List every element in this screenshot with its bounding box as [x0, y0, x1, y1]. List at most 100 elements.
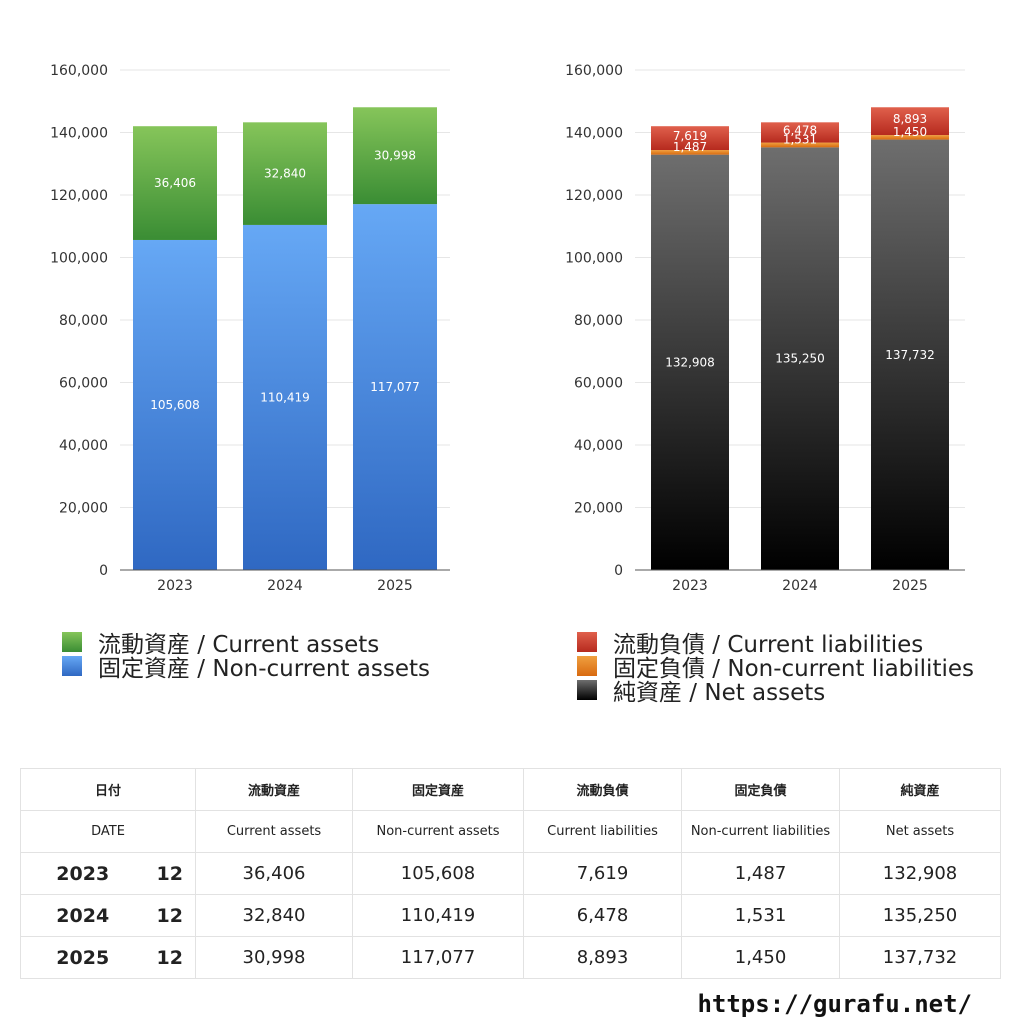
data-label: 135,250: [775, 352, 825, 366]
bar-segment: [761, 122, 839, 143]
y-tick-label: 20,000: [59, 501, 108, 517]
table-header-jp: 日付 流動資産 固定資産 流動負債 固定負債 純資産: [19, 768, 1002, 811]
header-date-jp: 日付: [19, 768, 197, 811]
row-year: 2024: [20, 894, 145, 937]
bar-segment: [651, 154, 729, 570]
data-label: 105,608: [150, 398, 200, 412]
x-tick-label: 2024: [782, 578, 818, 594]
legend-item: 流動負債 / Current liabilities: [577, 630, 974, 658]
data-label: 110,419: [260, 390, 310, 404]
legend-liabilities: 流動負債 / Current liabilities 固定負債 / Non-cur…: [577, 630, 974, 706]
row-month: 12: [144, 894, 197, 937]
legend-item: 固定資産 / Non-current assets: [62, 654, 430, 682]
bar-segment: [243, 122, 327, 225]
x-tick-label: 2023: [157, 578, 193, 594]
legend-swatch: [577, 656, 597, 676]
y-tick-label: 80,000: [574, 313, 623, 329]
bar-segment: [353, 204, 437, 570]
x-tick-label: 2024: [267, 578, 303, 594]
y-tick-label: 0: [99, 563, 108, 579]
x-tick-label: 2025: [377, 578, 413, 594]
cell-noncurrent-assets: 110,419: [352, 894, 525, 937]
y-tick-label: 100,000: [565, 251, 623, 267]
cell-noncurrent-liabilities: 1,531: [681, 894, 841, 937]
bar-segment: [243, 224, 327, 571]
legend-label: 固定資産 / Non-current assets: [98, 656, 431, 682]
data-label: 1,450: [893, 125, 927, 139]
header-current-liabilities-en: Current liabilities: [523, 810, 683, 853]
bar-segment: [871, 139, 949, 570]
y-tick-label: 160,000: [565, 63, 623, 79]
data-label: 7,619: [673, 129, 707, 143]
data-label: 36,406: [154, 176, 196, 190]
header-noncurrent-assets-en: Non-current assets: [352, 810, 525, 853]
cell-noncurrent-liabilities: 1,487: [681, 852, 841, 895]
bar-segment: [353, 107, 437, 205]
cell-current-liabilities: 7,619: [523, 852, 683, 895]
legend-label: 流動負債 / Current liabilities: [613, 632, 924, 658]
row-year: 2023: [20, 852, 145, 895]
bar-segment: [761, 147, 839, 570]
legend-item: 固定負債 / Non-current liabilities: [577, 654, 974, 682]
cell-net-assets: 137,732: [839, 936, 1002, 979]
cell-current-assets: 32,840: [195, 894, 354, 937]
bar-segment: [651, 126, 729, 151]
row-month: 12: [144, 936, 197, 979]
cell-current-assets: 30,998: [195, 936, 354, 979]
y-tick-label: 40,000: [59, 438, 108, 454]
cell-noncurrent-assets: 105,608: [352, 852, 525, 895]
y-tick-label: 160,000: [50, 63, 108, 79]
x-tick-label: 2025: [892, 578, 928, 594]
data-label: 117,077: [370, 380, 420, 394]
y-tick-label: 80,000: [59, 313, 108, 329]
data-label: 6,478: [783, 123, 817, 137]
data-label: 132,908: [665, 355, 715, 369]
bar-segment: [651, 150, 729, 155]
table-row: 2023 12 36,406 105,608 7,619 1,487 132,9…: [20, 852, 1002, 895]
legend-swatch: [62, 656, 82, 676]
cell-net-assets: 135,250: [839, 894, 1002, 937]
header-current-liabilities-jp: 流動負債: [523, 768, 683, 811]
header-noncurrent-assets-jp: 固定資産: [352, 768, 525, 811]
legend-swatch: [577, 632, 597, 652]
header-date-en: DATE: [19, 810, 197, 853]
data-table: 日付 流動資産 固定資産 流動負債 固定負債 純資産 DATE Current …: [19, 768, 1002, 979]
y-tick-label: 60,000: [574, 376, 623, 392]
y-tick-label: 100,000: [50, 251, 108, 267]
data-label: 1,531: [783, 133, 817, 147]
legend-item: 流動資産 / Current assets: [62, 630, 430, 658]
header-noncurrent-liabilities-jp: 固定負債: [681, 768, 841, 811]
legend-label: 固定負債 / Non-current liabilities: [613, 656, 974, 682]
data-label: 1,487: [673, 140, 707, 154]
header-net-assets-en: Net assets: [839, 810, 1002, 853]
y-tick-label: 140,000: [50, 126, 108, 142]
site-url[interactable]: https://gurafu.net/: [697, 990, 972, 1018]
legend-swatch: [62, 632, 82, 652]
bar-segment: [133, 239, 217, 570]
row-year: 2025: [20, 936, 145, 979]
cell-current-assets: 36,406: [195, 852, 354, 895]
cell-current-liabilities: 8,893: [523, 936, 683, 979]
y-tick-label: 140,000: [565, 126, 623, 142]
bar-segment: [871, 107, 949, 136]
data-label: 30,998: [374, 149, 416, 163]
bar-segment: [871, 135, 949, 140]
table-header-en: DATE Current assets Non-current assets C…: [19, 810, 1002, 853]
header-current-assets-en: Current assets: [195, 810, 354, 853]
bar-segment: [761, 142, 839, 148]
legend-item: 純資産 / Net assets: [577, 678, 974, 706]
y-tick-label: 60,000: [59, 376, 108, 392]
legend-assets: 流動資産 / Current assets 固定資産 / Non-current …: [62, 630, 430, 682]
header-current-assets-jp: 流動資産: [195, 768, 354, 811]
row-month: 12: [144, 852, 197, 895]
legend-swatch: [577, 680, 597, 700]
y-tick-label: 120,000: [50, 188, 108, 204]
data-label: 32,840: [264, 167, 306, 181]
table-row: 2024 12 32,840 110,419 6,478 1,531 135,2…: [20, 894, 1002, 937]
charts-canvas: 0 20,000 40,000 60,000 80,000 100,000 120,000 1…: [50, 63, 965, 594]
legend-label: 流動資産 / Current assets: [98, 632, 380, 658]
cell-current-liabilities: 6,478: [523, 894, 683, 937]
data-label: 8,893: [893, 112, 927, 126]
cell-noncurrent-assets: 117,077: [352, 936, 525, 979]
cell-noncurrent-liabilities: 1,450: [681, 936, 841, 979]
